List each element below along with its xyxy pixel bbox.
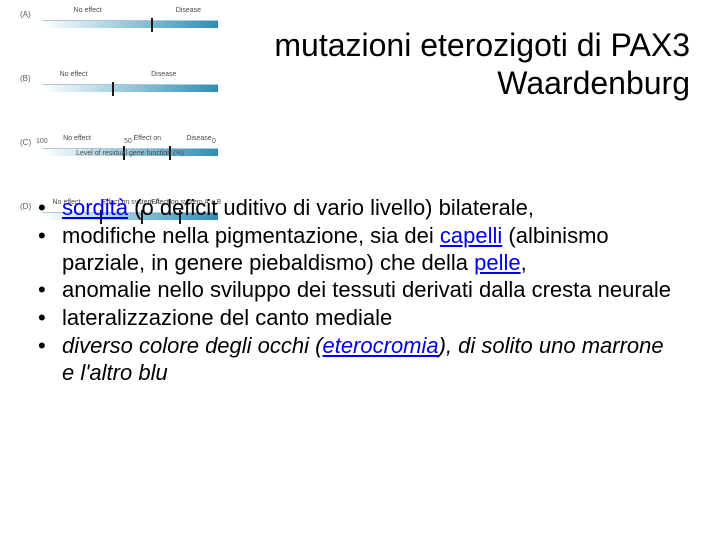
diagram-axis-title: Level of residual gene function (%): [42, 150, 218, 157]
bullet-text: anomalie nello sviluppo dei tessuti deri…: [62, 277, 671, 302]
diagram-label: No effect: [60, 71, 88, 78]
diagram-axis-tick: 0: [212, 138, 216, 145]
diagram-row-tag: (A): [20, 10, 38, 19]
bullet-text: (o deficit uditivo di vario livello) bil…: [128, 195, 534, 220]
bullet-item: sordità (o deficit uditivo di vario live…: [38, 195, 678, 222]
title-line-2: Waardenburg: [497, 65, 690, 101]
diagram-row-tag: (B): [20, 74, 38, 83]
diagram-row: (B) No effect Disease: [20, 72, 230, 100]
bullet-link: sordità: [62, 195, 128, 220]
diagram-tick: [112, 82, 114, 96]
bullet-link: pelle: [474, 250, 520, 275]
bullet-text: lateralizzazione del canto mediale: [62, 305, 392, 330]
header-region: (A)No effectDisease(B)No effectDisease(C…: [0, 8, 720, 168]
diagram-axis-tick: 100: [36, 138, 48, 145]
diagram-tick: [151, 18, 153, 32]
bullet-item: modifiche nella pigmentazione, sia dei c…: [38, 223, 678, 277]
bullet-text: ,: [521, 250, 527, 275]
gene-function-diagram: (A)No effectDisease(B)No effectDisease(C…: [20, 8, 230, 136]
bullet-list: sordità (o deficit uditivo di vario live…: [38, 195, 678, 388]
bullet-item: diverso colore degli occhi (eterocromia)…: [38, 333, 678, 387]
bullet-link: eterocromia: [322, 333, 438, 358]
diagram-bar: [42, 84, 218, 92]
diagram-axis-tick: 50: [124, 138, 132, 145]
bullet-text: modifiche nella pigmentazione, sia dei: [62, 223, 440, 248]
title-line-1: mutazioni eterozigoti di PAX3: [274, 27, 690, 63]
diagram-row-tag: (D): [20, 202, 38, 211]
slide-title: mutazioni eterozigoti di PAX3 Waardenbur…: [250, 26, 690, 103]
diagram-row: (A) No effect Disease: [20, 8, 230, 36]
diagram-bar: [42, 20, 218, 28]
bullet-item: lateralizzazione del canto mediale: [38, 305, 678, 332]
bullet-item: anomalie nello sviluppo dei tessuti deri…: [38, 277, 678, 304]
diagram-label: Disease: [176, 7, 201, 14]
bullet-text: diverso colore degli occhi (: [62, 333, 322, 358]
diagram-label: No effect: [74, 7, 102, 14]
bullet-link: capelli: [440, 223, 502, 248]
diagram-label: Disease: [151, 71, 176, 78]
